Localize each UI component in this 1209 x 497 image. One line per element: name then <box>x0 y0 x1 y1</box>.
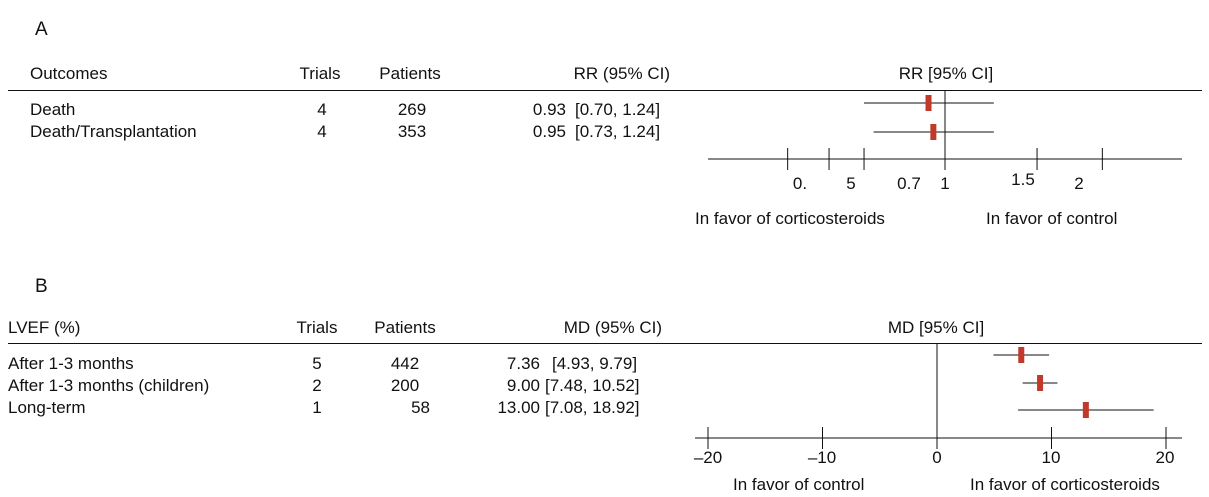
panel-b-point-estimate <box>1018 347 1025 363</box>
panel-b-header-plot: MD [95% CI] <box>887 318 985 337</box>
panel-b-row-trials: 5 <box>312 354 322 373</box>
panel-b-tick-label: –10 <box>807 448 837 467</box>
panel-a-tick-label: 1.5 <box>1011 170 1035 189</box>
panel-a-row-estimate: 0.93 <box>532 100 566 119</box>
panel-b-row-estimate: 13.00 <box>497 398 540 417</box>
panel-a-row-ci: [0.73, 1.24] <box>575 122 661 141</box>
panel-b-tick-label: 20 <box>1155 448 1175 467</box>
panel-b-label: B <box>35 276 48 297</box>
panel-b-row-trials: 1 <box>312 398 322 417</box>
panel-b-row-patients: 200 <box>390 376 420 395</box>
panel-a-row-patients: 269 <box>397 100 427 119</box>
panel-a-header-effect: RR (95% CI) <box>573 64 670 83</box>
panel-a-point-estimate <box>925 95 932 111</box>
panel-a-header-plot: RR [95% CI] <box>898 64 994 83</box>
panel-b-favor-right: In favor of corticosteroids <box>970 475 1160 494</box>
panel-a-tick-label: 0. <box>792 174 808 193</box>
panel-a-row-patients: 353 <box>397 122 427 141</box>
panel-a-tick-label: 2 <box>1074 174 1084 193</box>
panel-a-header-trials: Trials <box>299 64 341 83</box>
panel-b-row-patients: 442 <box>390 354 420 373</box>
panel-a-header-patients: Patients <box>379 64 441 83</box>
panel-a-favor-left: In favor of corticosteroids <box>695 209 885 228</box>
panel-b-tick-label: –20 <box>693 448 723 467</box>
panel-b-header-patients: Patients <box>374 318 436 337</box>
panel-a-row-trials: 4 <box>317 122 327 141</box>
panel-b-row-estimate: 7.36 <box>506 354 540 373</box>
panel-b-row-ci: [4.93, 9.79] <box>552 354 638 373</box>
panel-b-tick-label: 0 <box>932 448 942 467</box>
panel-b-header-outcome: LVEF (%) <box>8 318 81 337</box>
panel-b-row-ci: [7.08, 18.92] <box>545 398 640 417</box>
panel-a-header-outcome: Outcomes <box>30 64 108 83</box>
panel-a-row-outcome: Death/Transplantation <box>30 122 197 141</box>
panel-b-header-rule <box>8 343 1202 344</box>
panel-b-point-estimate <box>1082 402 1089 418</box>
panel-b-row-outcome: After 1-3 months <box>8 354 134 373</box>
panel-a-tick-label: 1 <box>940 174 950 193</box>
panel-a-tick-label: 0.7 <box>897 174 921 193</box>
panel-b-row-estimate: 9.00 <box>506 376 540 395</box>
panel-b-row-outcome: Long-term <box>8 398 86 417</box>
panel-b-header-trials: Trials <box>296 318 338 337</box>
panel-a-favor-right: In favor of control <box>986 209 1118 228</box>
panel-b-point-estimate <box>1037 375 1044 391</box>
panel-a-header-rule <box>8 90 1202 91</box>
panel-b-header-effect: MD (95% CI) <box>563 318 662 337</box>
panel-a-label: A <box>35 19 48 40</box>
panel-a-point-estimate <box>930 124 937 140</box>
panel-b-favor-left: In favor of control <box>733 475 865 494</box>
panel-a-tick-label: 5 <box>846 174 856 193</box>
panel-b-row-ci: [7.48, 10.52] <box>545 376 640 395</box>
panel-b-tick-label: 10 <box>1041 448 1061 467</box>
panel-a-row-trials: 4 <box>317 100 327 119</box>
panel-a-row-estimate: 0.95 <box>532 122 566 141</box>
panel-b-row-patients: 58 <box>411 398 430 417</box>
panel-a-row-outcome: Death <box>30 100 76 119</box>
panel-b-row-outcome: After 1-3 months (children) <box>8 376 210 395</box>
panel-b-row-trials: 2 <box>312 376 322 395</box>
panel-a-row-ci: [0.70, 1.24] <box>575 100 661 119</box>
